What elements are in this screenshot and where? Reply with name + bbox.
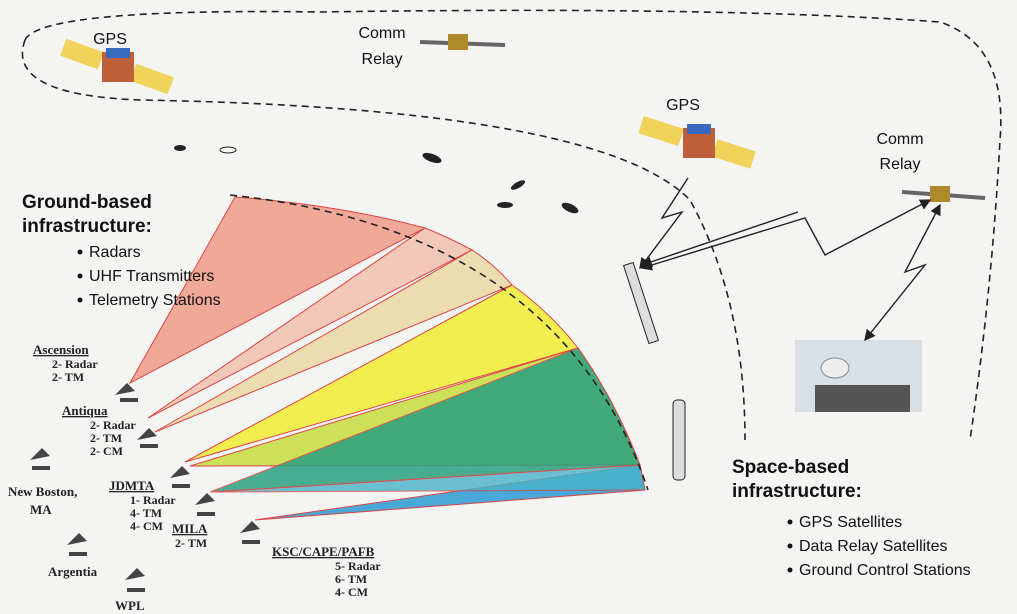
- list-item: Telemetry Stations: [89, 292, 221, 309]
- bullet: [78, 274, 83, 279]
- diagram: GPS Comm Relay GPS Comm Relay Ground-bas…: [0, 0, 1017, 614]
- ground-title: Ground-based: [22, 192, 152, 213]
- satellite-label: GPS: [666, 97, 700, 114]
- station-detail: 2- CM: [90, 444, 123, 458]
- station-name: KSC/CAPE/PAFB: [272, 544, 375, 559]
- satellite-label: Relay: [362, 51, 403, 68]
- station-name: MA: [30, 502, 52, 517]
- satellite-label: Comm: [358, 25, 405, 42]
- ground-control-image: [795, 340, 922, 412]
- station-detail: 4- CM: [130, 519, 163, 533]
- space-title: Space-based: [732, 457, 849, 478]
- bullet: [788, 520, 793, 525]
- station-detail: 2- Radar: [52, 357, 98, 371]
- list-item: GPS Satellites: [799, 514, 902, 531]
- bullet: [78, 298, 83, 303]
- station-name: WPL: [115, 598, 145, 613]
- station-detail: 2- TM: [90, 431, 122, 445]
- station-detail: 2- Radar: [90, 418, 136, 432]
- space-title: infrastructure:: [732, 481, 862, 502]
- list-item: Data Relay Satellites: [799, 538, 948, 555]
- list-item: Radars: [89, 244, 141, 261]
- station-name: Argentia: [48, 564, 98, 579]
- station-name: MILA: [172, 521, 208, 536]
- list-item: UHF Transmitters: [89, 268, 214, 285]
- station-detail: 1- Radar: [130, 493, 176, 507]
- station-detail: 4- CM: [335, 585, 368, 599]
- bullet: [788, 544, 793, 549]
- bullet: [78, 250, 83, 255]
- station-detail: 6- TM: [335, 572, 367, 586]
- satellite-label: Relay: [880, 156, 921, 173]
- station-name: JDMTA: [109, 478, 155, 493]
- station-detail: 5- Radar: [335, 559, 381, 573]
- bullet: [788, 568, 793, 573]
- ground-title: infrastructure:: [22, 216, 152, 237]
- satellite-label: Comm: [876, 131, 923, 148]
- list-item: Ground Control Stations: [799, 562, 971, 579]
- station-name: Antiqua: [62, 403, 108, 418]
- station-name: New Boston,: [8, 484, 77, 499]
- station-detail: 2- TM: [52, 370, 84, 384]
- station-name: Ascension: [33, 342, 89, 357]
- satellite-label: GPS: [93, 31, 127, 48]
- station-detail: 4- TM: [130, 506, 162, 520]
- station-detail: 2- TM: [175, 536, 207, 550]
